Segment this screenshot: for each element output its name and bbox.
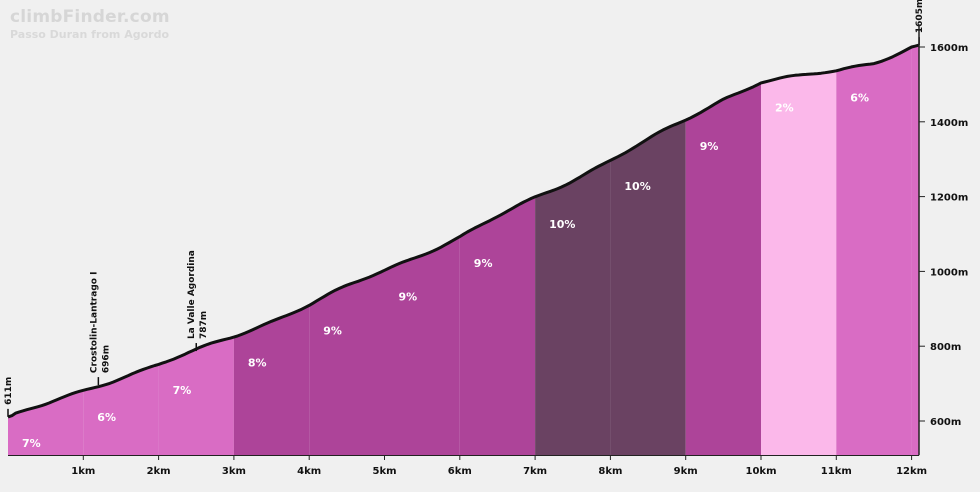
waypoint-name-3: La Valle Agordina	[187, 250, 197, 339]
grade-label-9: 10%	[624, 180, 650, 193]
profile-line-group	[7, 43, 920, 419]
grade-label-11: 2%	[775, 101, 794, 114]
grade-label-4: 8%	[248, 356, 267, 369]
waypoint-elevation-3: 787m	[199, 311, 209, 339]
grade-segment-7	[459, 196, 536, 456]
grade-segment-6	[384, 236, 460, 455]
grade-segment-9	[610, 120, 686, 455]
brand-logo-text: climbFinder.com	[10, 7, 170, 27]
grade-label-3: 7%	[173, 384, 192, 397]
y-axis: 600m 800m 1000m 1200m 1400m 1600m	[918, 24, 968, 455]
x-tick-label-8: 8km	[598, 466, 622, 477]
x-axis: 1km 2km 3km 4km 5km 6km 7km 8km 9km 10km 11km 12km	[8, 455, 927, 477]
grade-segment-5	[309, 270, 385, 455]
climb-title: Passo Duran from Agordo	[10, 28, 170, 41]
x-tick-label-1: 1km	[71, 466, 95, 477]
grade-segment-1	[8, 390, 84, 455]
x-tick-label-2: 2km	[147, 466, 171, 477]
x-tick-label-5: 5km	[372, 466, 396, 477]
grade-segment-8	[535, 160, 611, 455]
grade-label-8: 10%	[549, 218, 575, 231]
grade-label-7: 9%	[474, 257, 493, 270]
waypoint-elevation-2: 696m	[101, 345, 111, 373]
x-tick-label-7: 7km	[523, 466, 547, 477]
x-tick-label-11: 11km	[821, 466, 852, 477]
waypoint-elevation-4: 1605m	[915, 0, 925, 33]
y-tick-label-5: 1400m	[930, 118, 968, 129]
grade-segment-12	[836, 47, 912, 455]
x-tick-label-3: 3km	[222, 466, 246, 477]
waypoint-name-2: Crostolin-Lantrago I	[89, 272, 99, 374]
grade-labels: 7% 6% 7% 8% 9% 9% 9% 10% 10% 9% 2% 6%	[22, 91, 869, 450]
y-tick-label-1: 600m	[930, 417, 961, 428]
grade-label-2: 6%	[97, 411, 116, 424]
grade-segment-10	[685, 82, 761, 456]
grade-label-6: 9%	[399, 291, 418, 304]
grade-segment-3	[158, 337, 234, 455]
grade-label-12: 6%	[850, 91, 869, 104]
grade-label-5: 9%	[323, 324, 342, 337]
y-tick-label-6: 1600m	[930, 43, 968, 54]
waypoint-elevation-1: 611m	[4, 377, 14, 405]
elevation-profile-line	[7, 43, 920, 419]
x-tick-label-9: 9km	[674, 466, 698, 477]
y-tick-label-4: 1200m	[930, 193, 968, 204]
grade-label-10: 9%	[700, 140, 719, 153]
grade-segment-4	[233, 305, 310, 455]
x-tick-label-10: 10km	[746, 466, 777, 477]
x-tick-label-12: 12km	[896, 466, 927, 477]
grade-segment-11	[761, 70, 837, 456]
y-tick-label-2: 800m	[930, 342, 961, 353]
x-tick-label-6: 6km	[448, 466, 472, 477]
x-tick-label-4: 4km	[297, 466, 321, 477]
grade-segment-13	[911, 45, 920, 455]
grade-label-1: 7%	[22, 437, 41, 450]
y-tick-label-3: 1000m	[930, 267, 968, 278]
